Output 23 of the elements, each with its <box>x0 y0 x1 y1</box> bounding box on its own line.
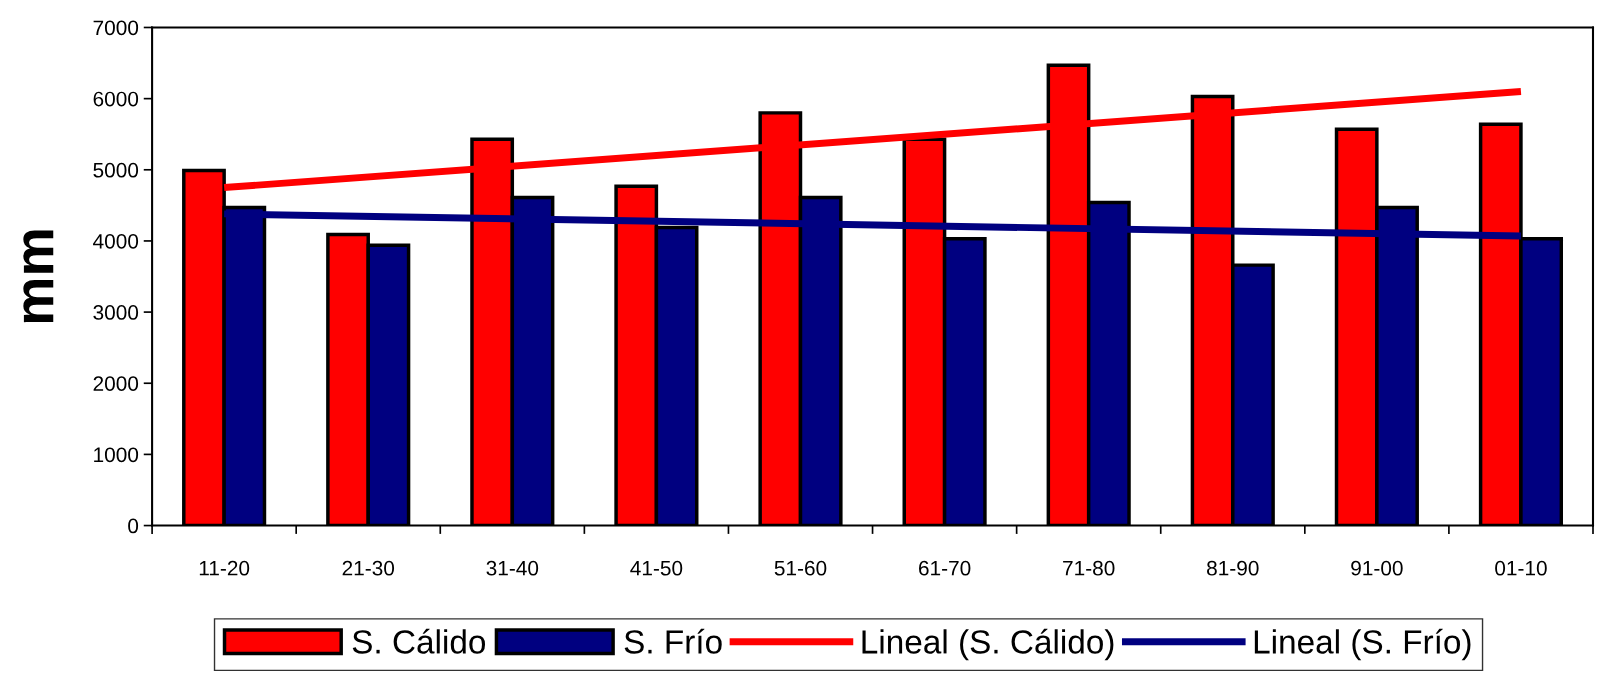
x-tick-label: 11-20 <box>199 560 250 576</box>
x-tick-label: 21-30 <box>342 560 395 576</box>
legend-label: Lineal (S. Cálido) <box>862 628 1114 661</box>
x-tick-label: 51-60 <box>774 560 827 576</box>
x-tick-label: 31-40 <box>486 560 539 576</box>
y-tick-label: 3000 <box>93 305 139 320</box>
x-tick-label: 61-70 <box>919 560 971 576</box>
y-tick-label: 2000 <box>93 376 139 391</box>
x-tick-label: 71-80 <box>1063 560 1115 576</box>
y-tick-label: 7000 <box>93 20 139 36</box>
legend-label: S. Cálido <box>352 628 486 654</box>
legend-label: S. Frío <box>624 628 722 654</box>
y-axis-title: mm <box>23 230 54 323</box>
legend-label: Lineal (S. Frío) <box>1254 628 1471 661</box>
x-tick-label: 41-50 <box>630 560 683 576</box>
x-tick-label: 01-10 <box>1495 560 1547 576</box>
x-tick-label: 81-90 <box>1207 560 1259 576</box>
y-tick-label: 5000 <box>93 162 139 178</box>
y-tick-label: 1000 <box>94 447 139 463</box>
y-tick-label: 6000 <box>93 91 139 107</box>
y-tick-label: 4000 <box>93 233 139 249</box>
x-tick-label: 91-00 <box>1351 560 1403 576</box>
y-tick-label: 0 <box>128 518 139 534</box>
